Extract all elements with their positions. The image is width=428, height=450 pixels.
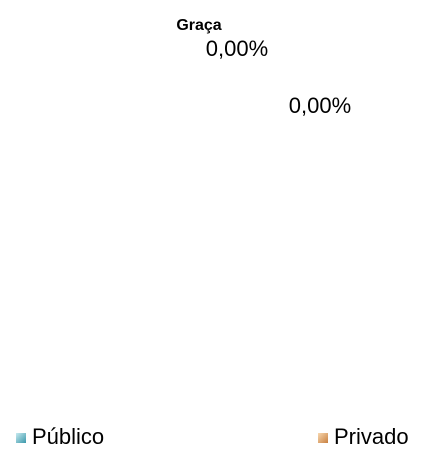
data-label: 0,00% <box>289 93 351 118</box>
legend-label: Público <box>32 424 104 449</box>
legend-swatch <box>318 433 328 443</box>
legend-label: Privado <box>334 424 409 449</box>
chart-title: Graça <box>176 17 221 34</box>
legend-swatch <box>16 433 26 443</box>
data-label: 0,00% <box>206 36 268 61</box>
